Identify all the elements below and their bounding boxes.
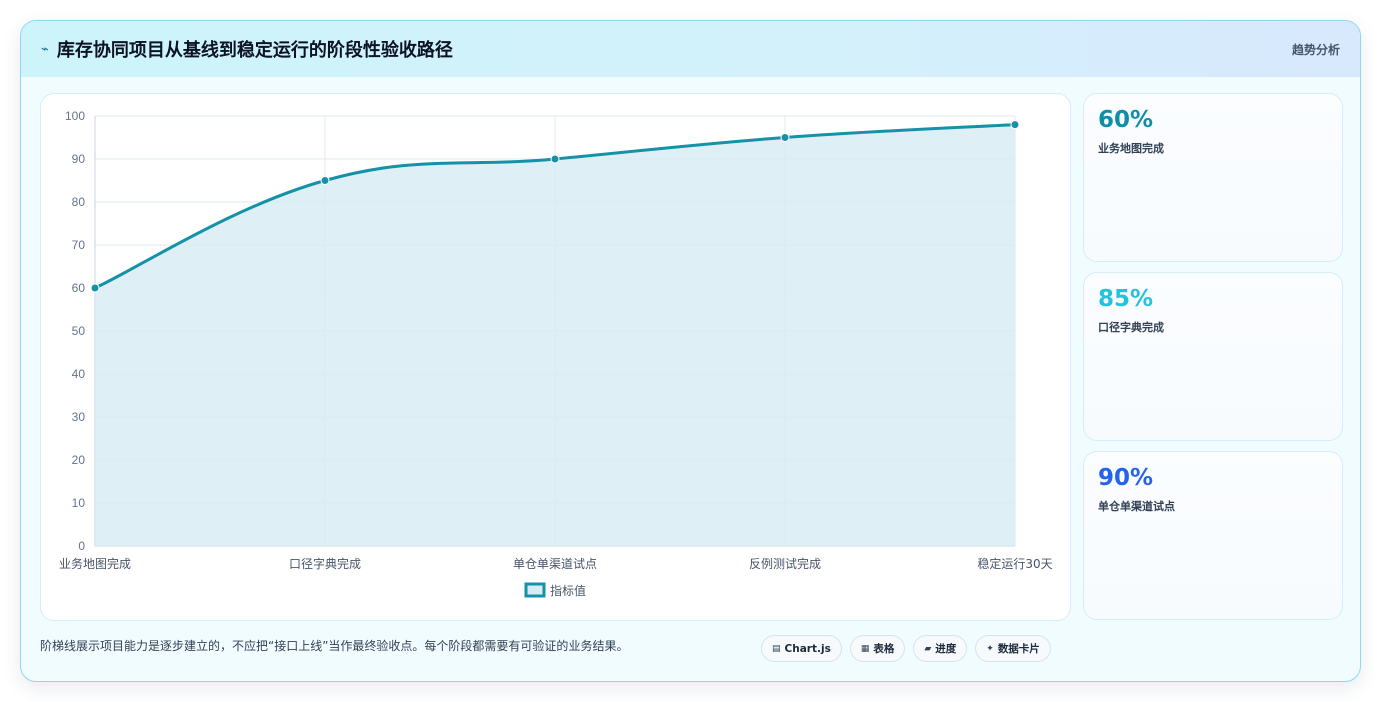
- stat-value: 60%: [1098, 107, 1154, 133]
- y-tick-label: 60: [72, 281, 86, 295]
- legend-swatch: [524, 582, 546, 598]
- chip-label: Chart.js: [784, 642, 831, 655]
- header-tag: 趋势分析: [1291, 42, 1340, 57]
- y-tick-label: 80: [72, 195, 86, 209]
- chip-chart[interactable]: ▤ Chart.js: [761, 635, 842, 662]
- line-chart: 0 10 20 30 40 50 60 70 80 90 100 业务地图完成 口径字典完成 单仓单渠道试…: [59, 109, 1053, 598]
- data-point: [320, 176, 330, 185]
- stat-label: 单仓单渠道试点: [1098, 500, 1175, 513]
- y-tick-label: 50: [72, 324, 86, 338]
- chip-label: 表格: [873, 643, 895, 655]
- chip-data-card[interactable]: ✦ 数据卡片: [975, 635, 1051, 662]
- data-point: [780, 133, 790, 142]
- chip-table[interactable]: ▦ 表格: [849, 635, 906, 662]
- progress-icon: ▰: [924, 643, 932, 654]
- y-tick-label: 100: [65, 109, 85, 123]
- stat-value: 85%: [1098, 286, 1154, 312]
- title-wrap: ⌁ 库存协同项目从基线到稳定运行的阶段性验收路径: [41, 36, 453, 62]
- stat-label: 口径字典完成: [1098, 321, 1164, 334]
- stat-label: 业务地图完成: [1098, 142, 1164, 155]
- legend-label: 指标值: [550, 583, 586, 598]
- stat-card: 90% 单仓单渠道试点: [1083, 451, 1343, 620]
- x-tick-label: 单仓单渠道试点: [513, 556, 597, 571]
- page-title: 库存协同项目从基线到稳定运行的阶段性验收路径: [56, 40, 453, 61]
- series-area: [95, 124, 1015, 546]
- table-icon: ▦: [860, 643, 870, 654]
- chip-label: 进度: [935, 643, 957, 655]
- y-tick-label: 10: [72, 496, 86, 510]
- x-tick-label: 反例测试完成: [749, 556, 821, 571]
- data-point: [1010, 120, 1020, 130]
- y-tick-label: 90: [72, 152, 86, 166]
- chart-panel: 0 10 20 30 40 50 60 70 80 90 100 业务地图完成 口径字典完成 单仓单渠道试…: [40, 93, 1071, 621]
- stat-card: 60% 业务地图完成: [1083, 93, 1343, 262]
- chip-bar: ▤ Chart.js ▦ 表格 ▰ 进度 ✦ 数据卡片: [761, 635, 1051, 662]
- y-tick-label: 70: [72, 238, 86, 252]
- data-point: [550, 154, 560, 164]
- chip-progress[interactable]: ▰ 进度: [913, 635, 968, 662]
- stat-value: 90%: [1098, 465, 1154, 491]
- dashboard-card: ⌁ 库存协同项目从基线到稳定运行的阶段性验收路径 趋势分析 0 10 20 30 40 5…: [20, 20, 1361, 682]
- data-point: [90, 283, 100, 293]
- y-tick-label: 40: [72, 367, 86, 381]
- x-tick-label: 口径字典完成: [289, 556, 361, 571]
- chart-icon: ▤: [772, 643, 781, 654]
- data-card-icon: ✦: [986, 643, 994, 654]
- footer-note: 阶梯线展示项目能力是逐步建立的，不应把“接口上线”当作最终验收点。每个阶段都需要…: [40, 639, 629, 653]
- chart-line-icon: ⌁: [41, 41, 49, 57]
- stat-card: 85% 口径字典完成: [1083, 272, 1343, 441]
- y-tick-label: 0: [78, 539, 85, 553]
- x-tick-label: 业务地图完成: [59, 556, 131, 571]
- chip-label: 数据卡片: [997, 643, 1040, 655]
- y-tick-label: 30: [72, 410, 86, 424]
- x-tick-label: 稳定运行30天: [977, 556, 1052, 571]
- y-tick-label: 20: [72, 453, 86, 467]
- card-header: ⌁ 库存协同项目从基线到稳定运行的阶段性验收路径 趋势分析: [21, 21, 1360, 77]
